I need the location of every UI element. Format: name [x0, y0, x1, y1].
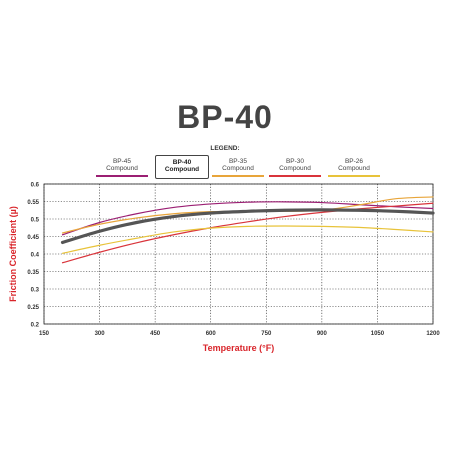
y-tick-label: 0.5 — [31, 218, 40, 224]
plot-frame — [43, 183, 434, 325]
y-tick-label: 0.35 — [27, 270, 39, 276]
series-layer — [60, 196, 435, 264]
legend-item-bp40[interactable]: BP-40 Compound — [155, 155, 209, 179]
x-tick-label: 300 — [95, 331, 106, 337]
legend-item-name: BP-26 — [344, 158, 364, 165]
legend-item-sub: Compound — [279, 165, 311, 172]
y-tick-label: 0.6 — [31, 183, 40, 189]
legend-swatch — [96, 175, 148, 177]
y-axis-label: Friction Coefficient (µ) — [8, 206, 18, 302]
legend-item-name: BP-35 — [228, 158, 248, 165]
legend-item-name: BP-45 — [112, 158, 132, 165]
y-tick-label: 0.2 — [31, 323, 40, 329]
legend-item-sub: Compound — [338, 165, 370, 172]
series-line-bp-40-compound — [60, 208, 435, 245]
legend-item-sub: Compound — [222, 165, 254, 172]
series-line-bp-30-compound — [61, 202, 434, 264]
legend-item-sub: Compound — [106, 165, 138, 172]
y-tick-label: 0.55 — [27, 200, 39, 206]
x-tick-label: 1200 — [426, 331, 440, 337]
grid — [43, 183, 434, 325]
x-tick-label: 150 — [39, 331, 50, 337]
legend-heading: LEGEND: — [210, 145, 240, 152]
y-tick-label: 0.25 — [27, 305, 39, 311]
legend-item-bp26[interactable]: BP-26 Compound — [328, 155, 380, 177]
legend: BP-45 Compound BP-40 Compound BP-35 Comp… — [0, 155, 450, 179]
series-line-bp-26-compound — [61, 225, 434, 254]
y-tick-label: 0.4 — [31, 253, 40, 259]
legend-item-bp45[interactable]: BP-45 Compound — [96, 155, 148, 177]
x-tick-label: 750 — [261, 331, 272, 337]
x-axis-label: Temperature (°F) — [203, 343, 274, 353]
y-tick-label: 0.3 — [31, 288, 40, 294]
legend-item-bp30[interactable]: BP-30 Compound — [269, 155, 321, 177]
chart-title: BP-40 — [177, 99, 273, 135]
y-tick-label: 0.45 — [27, 235, 39, 241]
legend-item-sub: Compound — [164, 166, 200, 173]
x-tick-label: 1050 — [371, 331, 385, 337]
series-line-bp-45-compound — [61, 201, 434, 236]
legend-item-bp35[interactable]: BP-35 Compound — [212, 155, 264, 177]
legend-swatch — [269, 175, 321, 177]
legend-item-name: BP-40 — [172, 159, 192, 166]
x-tick-label: 600 — [206, 331, 217, 337]
legend-swatch — [212, 175, 264, 177]
x-tick-label: 450 — [150, 331, 161, 337]
legend-item-name: BP-30 — [285, 158, 305, 165]
legend-swatch — [328, 175, 380, 177]
x-tick-label: 900 — [317, 331, 328, 337]
tick-labels: 0.2 0.25 0.3 0.35 0.4 0.45 0.5 0.55 0.6 150 300 450… — [27, 183, 440, 338]
